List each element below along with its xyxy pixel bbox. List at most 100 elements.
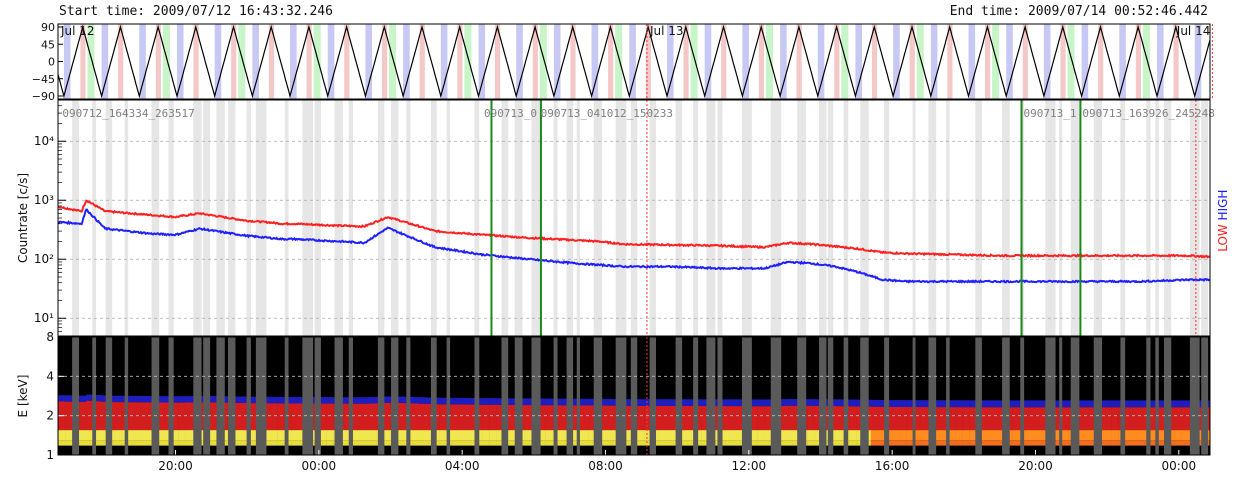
spec-band-core <box>178 430 186 441</box>
spectrogram-frame <box>57 336 1211 456</box>
spec-band-blue <box>814 399 822 406</box>
event-label: 090713_041012_150233 <box>541 107 673 120</box>
gap-band <box>514 100 523 336</box>
gap-band <box>1155 100 1159 336</box>
spec-band-red <box>171 402 179 431</box>
spec-gap <box>255 337 267 455</box>
spec-band-core-low <box>588 440 596 446</box>
spec-band-blue <box>1132 400 1140 408</box>
spec-band-blue <box>736 399 744 407</box>
gap-band <box>928 100 937 336</box>
spec-band-red <box>899 406 907 431</box>
spec-band-blue <box>234 396 242 403</box>
spec-band-core <box>354 430 363 441</box>
time-tick-label: 20:00 <box>158 459 193 473</box>
spec-gap <box>1045 337 1056 455</box>
gap-band <box>284 100 289 336</box>
spec-band-red <box>1075 407 1084 431</box>
spec-band-red <box>1181 407 1190 431</box>
orbit-band-blue <box>440 24 448 99</box>
orbit-band-red <box>1135 24 1141 99</box>
spec-band-blue <box>722 399 730 407</box>
spec-band-red <box>446 404 455 431</box>
spec-band-core-low <box>164 440 172 446</box>
gap-band <box>203 100 211 336</box>
spec-gap <box>770 337 782 455</box>
spec-band-core-low <box>510 440 518 446</box>
spec-band-core-low <box>1082 440 1091 446</box>
orbit-band-blue <box>252 24 259 99</box>
spec-gap <box>203 337 211 455</box>
spec-band-blue <box>1111 400 1119 408</box>
spec-band-blue <box>665 399 674 406</box>
spec-band-core <box>870 430 879 441</box>
spec-band-core-low <box>397 440 405 446</box>
spec-band-core <box>1103 430 1112 441</box>
spec-band-core <box>658 430 667 441</box>
spec-band-core <box>701 430 709 441</box>
gap-band <box>1002 100 1010 336</box>
gap-band <box>255 100 267 336</box>
spec-gap <box>1093 337 1103 455</box>
spec-band-core <box>100 430 108 441</box>
spec-band-red <box>178 402 186 431</box>
spec-band-core-low <box>962 440 970 446</box>
gap-band <box>912 100 916 336</box>
orbit-band-red <box>871 24 878 99</box>
orbit-band-red <box>570 24 576 99</box>
spec-band-core-low <box>1174 440 1182 446</box>
spec-band-blue <box>298 396 306 404</box>
spec-band-red <box>135 402 144 431</box>
orbit-band-red <box>1098 24 1104 99</box>
spec-band-core <box>891 430 900 441</box>
spec-band-red <box>722 406 730 431</box>
gap-band <box>693 100 699 336</box>
orbit-band-red <box>344 24 350 99</box>
gap-band <box>860 100 869 336</box>
spec-gap <box>1146 337 1151 455</box>
spec-band-blue <box>870 399 879 407</box>
spec-ytick-label: 1 <box>46 448 54 462</box>
spec-band-core-low <box>171 440 179 446</box>
gap-band <box>649 100 657 336</box>
spec-gap <box>706 337 716 455</box>
spec-band-core <box>602 430 610 441</box>
spec-band-core <box>588 430 596 441</box>
spec-band-core <box>142 430 151 441</box>
countrate-ytick-label: 10³ <box>34 193 54 207</box>
orbit-band-red <box>419 24 425 99</box>
spec-band-red <box>588 405 596 431</box>
spec-band-core-low <box>262 440 271 446</box>
spec-band-core-low <box>913 440 921 446</box>
spec-band-core-low <box>545 440 553 446</box>
gap-band <box>124 100 129 336</box>
gap-band <box>593 100 603 336</box>
day-label: Jul 12 <box>60 24 95 38</box>
time-tick-label: 20:00 <box>1018 459 1053 473</box>
orbit-band-red <box>155 24 161 99</box>
spec-band-core <box>489 430 497 441</box>
gap-band <box>1045 100 1056 336</box>
spec-band-blue <box>241 396 250 404</box>
orbit-band-green <box>1218 24 1225 99</box>
spectrogram-bands <box>58 337 1210 455</box>
spec-band-core <box>644 430 652 441</box>
spec-band-red <box>164 402 172 431</box>
spec-band-core-low <box>86 440 94 446</box>
gap-band <box>246 100 251 336</box>
spec-band-blue <box>185 396 193 403</box>
time-tick-label: 16:00 <box>875 459 910 473</box>
orbit-band-blue <box>1232 24 1239 99</box>
spec-gap <box>615 337 627 455</box>
gap-band <box>334 100 343 336</box>
gap-band <box>770 100 782 336</box>
spec-band-core <box>962 430 970 441</box>
orbit-band-red <box>231 24 237 99</box>
spec-band-blue <box>764 399 773 407</box>
spec-band-blue <box>807 399 815 406</box>
spec-gap <box>124 337 129 455</box>
spec-gap <box>741 337 752 455</box>
day-label: Jul 14 <box>1176 24 1211 38</box>
spec-band-core <box>93 430 101 441</box>
spec-band-blue <box>778 399 787 406</box>
